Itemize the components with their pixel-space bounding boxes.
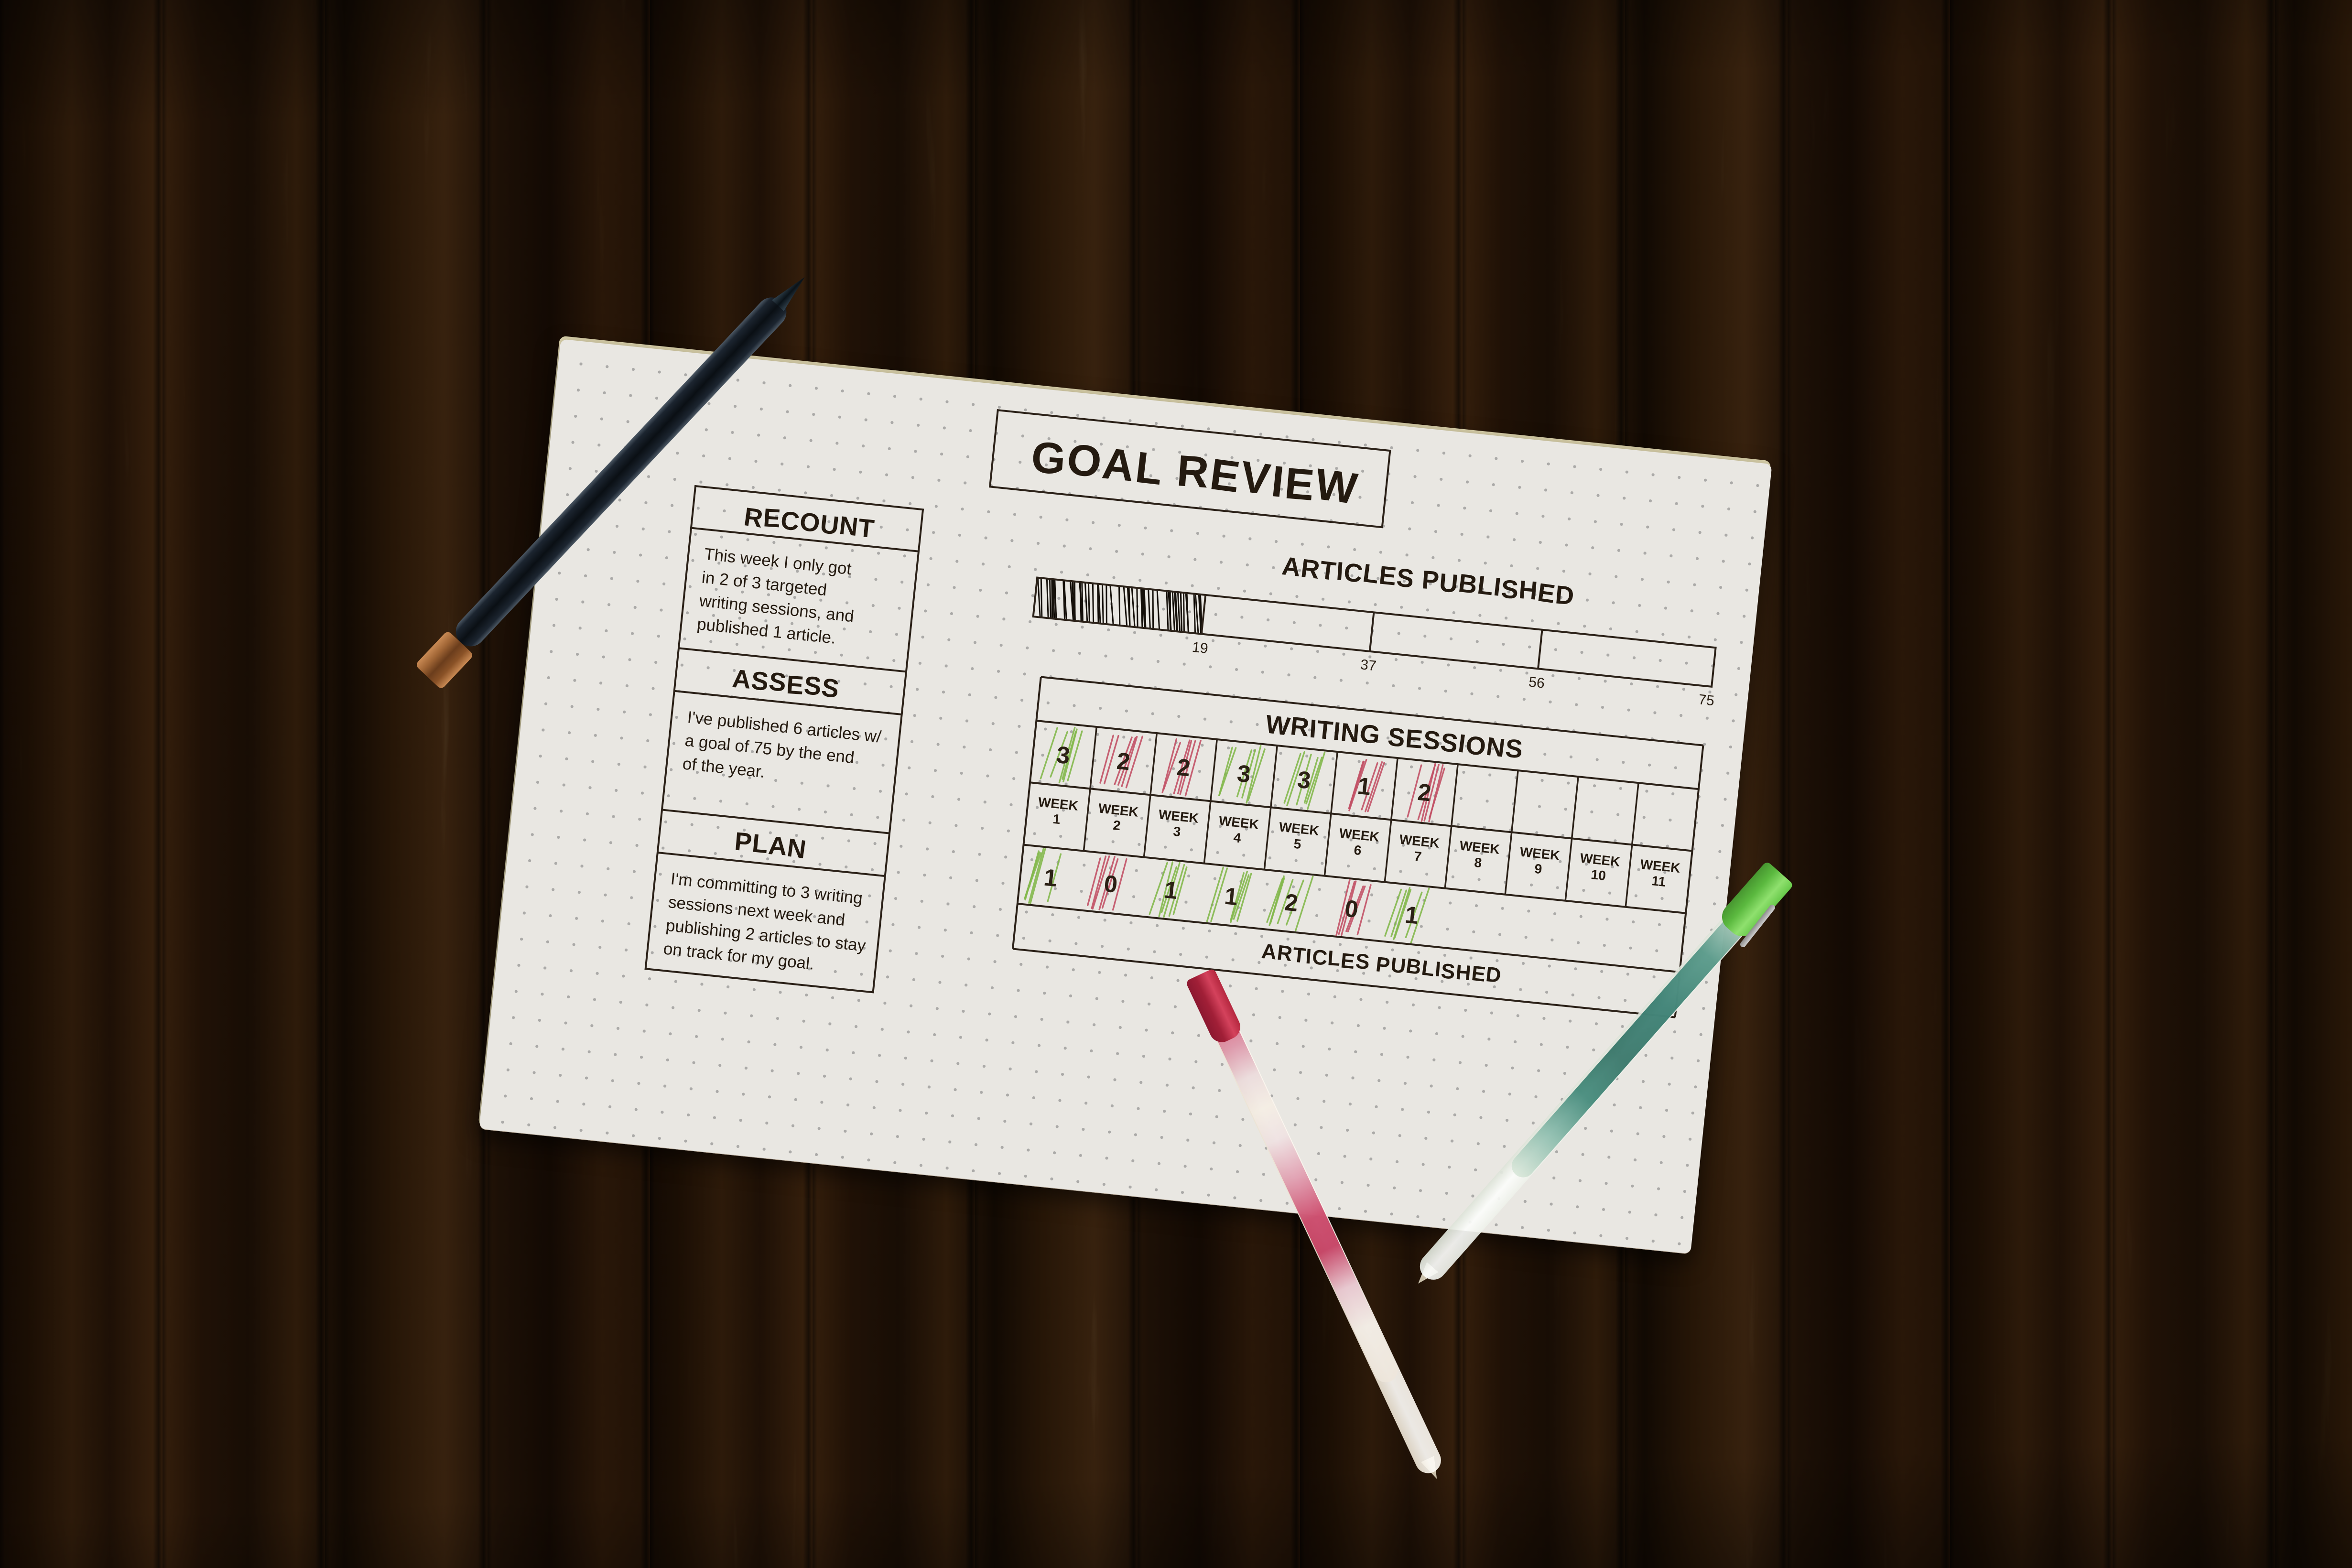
svg-text:0: 0: [1103, 870, 1118, 898]
svg-text:19: 19: [1192, 639, 1209, 657]
svg-text:1: 1: [1042, 864, 1058, 892]
svg-text:2: 2: [1283, 889, 1299, 917]
svg-text:2: 2: [1116, 747, 1131, 776]
svg-text:56: 56: [1528, 674, 1546, 692]
svg-text:1: 1: [1356, 772, 1372, 800]
svg-text:1: 1: [1163, 876, 1179, 905]
svg-text:3: 3: [1236, 760, 1252, 788]
svg-text:0: 0: [1344, 895, 1359, 923]
svg-text:2: 2: [1176, 754, 1192, 782]
svg-text:3: 3: [1296, 766, 1312, 794]
svg-text:1: 1: [1404, 901, 1420, 930]
svg-text:2: 2: [1417, 779, 1432, 807]
svg-text:3: 3: [1055, 741, 1071, 769]
svg-text:1: 1: [1223, 883, 1239, 911]
svg-text:75: 75: [1698, 692, 1715, 709]
svg-text:37: 37: [1360, 657, 1377, 674]
